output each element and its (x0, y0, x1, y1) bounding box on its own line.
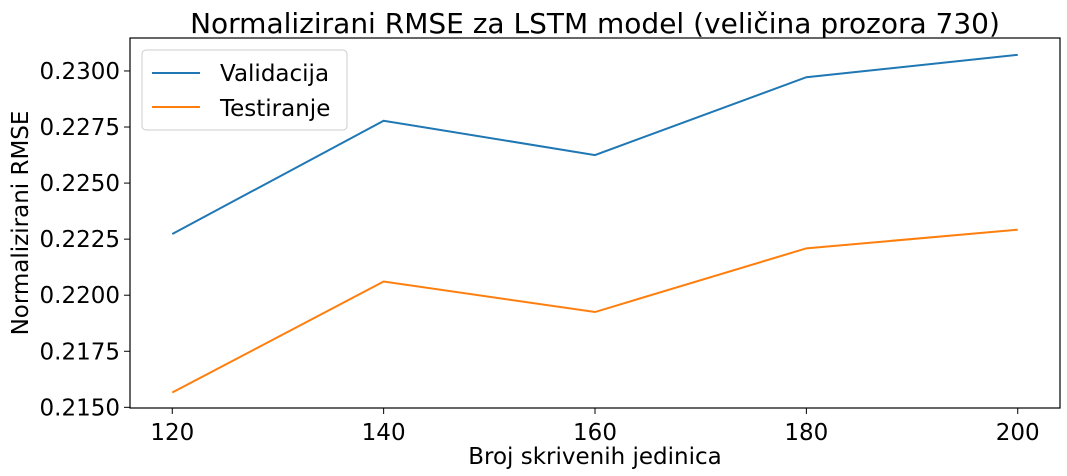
legend-label-testiranje: Testiranje (219, 96, 330, 122)
chart-title: Normalizirani RMSE za LSTM model (veliči… (190, 7, 1000, 40)
series-group (171, 53, 1018, 394)
y-tick-label: 0.2250 (40, 171, 120, 197)
legend: Validacija Testiranje (141, 49, 348, 131)
x-tick-label: 200 (996, 420, 1040, 446)
y-axis-label: Normalizirani RMSE (8, 111, 34, 336)
y-tick-label: 0.2150 (40, 395, 120, 421)
y-tick-label: 0.2300 (40, 59, 120, 85)
y-tick-label: 0.2275 (40, 115, 120, 141)
y-tick-label: 0.2200 (40, 283, 120, 309)
x-axis-label: Broj skrivenih jedinica (468, 444, 722, 470)
x-tick-label: 140 (362, 420, 406, 446)
y-tick-label: 0.2175 (40, 339, 120, 365)
x-tick-label: 160 (573, 420, 617, 446)
legend-frame (141, 49, 348, 131)
y-tick-label: 0.2225 (40, 227, 120, 253)
x-tick-label: 120 (150, 420, 194, 446)
x-tick-label: 180 (784, 420, 828, 446)
y-axis: 0.2150 0.2175 0.2200 0.2225 0.2250 0.2275 0.23… (40, 59, 130, 421)
x-axis: 120 140 160 180 200 (150, 408, 1040, 446)
legend-label-validacija: Validacija (220, 61, 329, 87)
